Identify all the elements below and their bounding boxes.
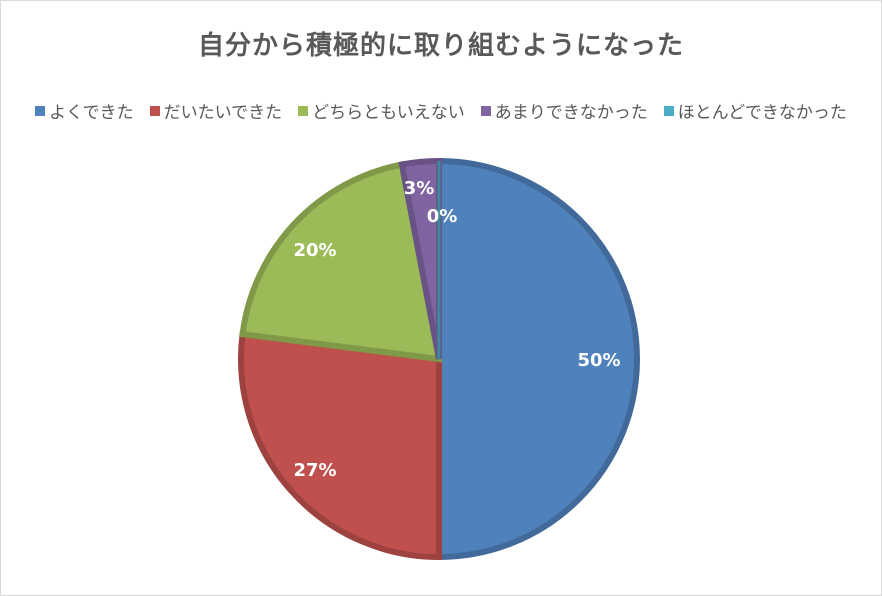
legend-label-2: どちらともいえない bbox=[312, 103, 465, 123]
legend-item-0: よくできた bbox=[35, 98, 134, 123]
legend-swatch-2 bbox=[298, 105, 309, 116]
pie-slice-2 bbox=[239, 160, 443, 363]
pie-label-1: 27% bbox=[293, 460, 336, 481]
legend-item-4: ほとんどできなかった bbox=[663, 98, 847, 123]
legend-swatch-4 bbox=[663, 105, 674, 116]
chart-legend: よくできた だいたいできた どちらともいえない あまりできなかった ほとんどでき… bbox=[1, 98, 881, 123]
pie-slices bbox=[238, 157, 640, 561]
legend-item-3: あまりできなかった bbox=[480, 98, 648, 123]
legend-label-1: だいたいできた bbox=[163, 103, 283, 123]
legend-item-1: だいたいできた bbox=[149, 98, 283, 123]
legend-swatch-1 bbox=[149, 105, 160, 116]
pie-label-2: 20% bbox=[293, 240, 336, 261]
pie-label-0: 50% bbox=[577, 350, 620, 371]
legend-swatch-3 bbox=[480, 105, 491, 116]
pie-labels: 50% 27% 20% 3% 0% bbox=[293, 178, 620, 481]
pie-label-4: 0% bbox=[427, 206, 458, 227]
legend-label-0: よくできた bbox=[49, 103, 134, 123]
chart-title: 自分から積極的に取り組むようになった bbox=[197, 31, 684, 61]
legend-swatch-0 bbox=[35, 105, 46, 116]
pie-label-3: 3% bbox=[404, 178, 435, 199]
pie-slice-1 bbox=[238, 330, 442, 561]
legend-item-2: どちらともいえない bbox=[298, 98, 465, 123]
legend-label-3: あまりできなかった bbox=[494, 103, 648, 123]
pie-slice-0 bbox=[436, 157, 640, 561]
legend-label-4: ほとんどできなかった bbox=[677, 103, 847, 123]
